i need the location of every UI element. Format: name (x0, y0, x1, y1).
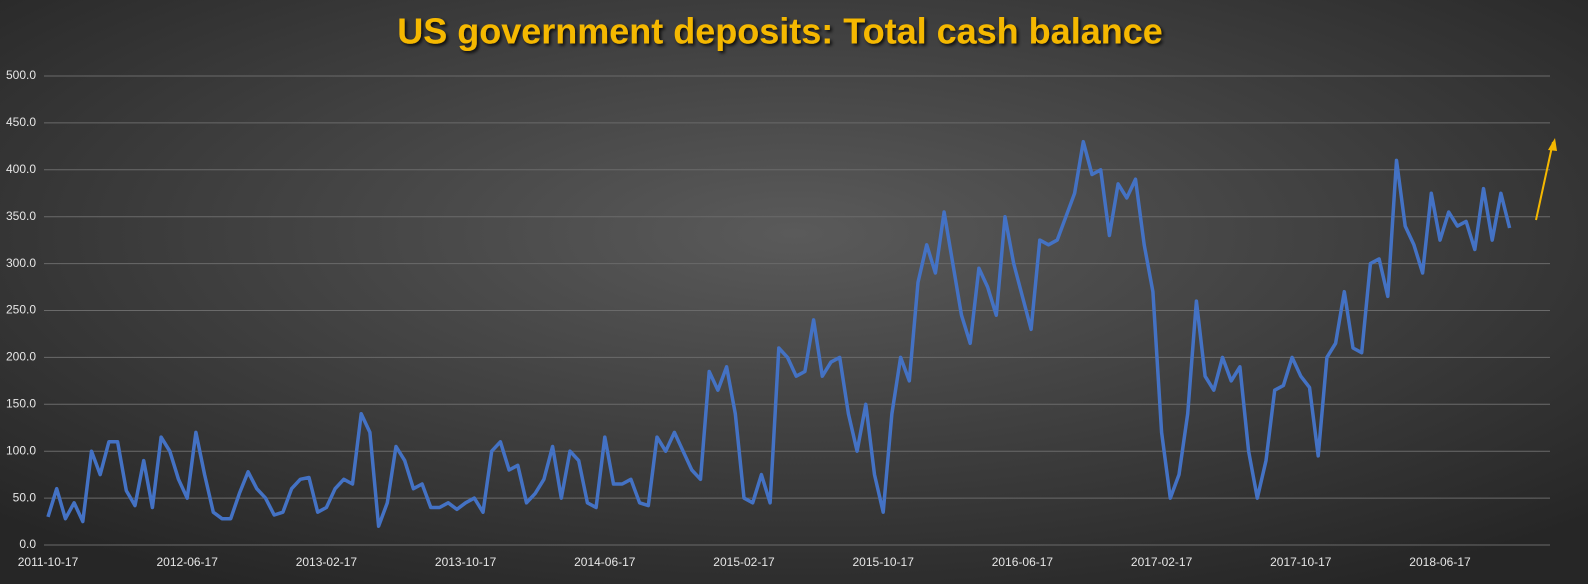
x-tick-label: 2017-02-17 (1131, 555, 1193, 569)
y-tick-label: 450.0 (6, 115, 36, 129)
x-tick-label: 2015-02-17 (713, 555, 775, 569)
x-tick-label: 2018-06-17 (1409, 555, 1471, 569)
x-tick-label: 2016-06-17 (992, 555, 1054, 569)
x-tick-label: 2017-10-17 (1270, 555, 1332, 569)
y-tick-label: 200.0 (6, 350, 36, 364)
y-tick-label: 500.0 (6, 68, 36, 82)
y-tick-label: 400.0 (6, 162, 36, 176)
x-tick-label: 2013-02-17 (296, 555, 358, 569)
x-tick-label: 2014-06-17 (574, 555, 636, 569)
x-tick-label: 2013-10-17 (435, 555, 497, 569)
y-tick-label: 50.0 (13, 490, 37, 504)
x-tick-label: 2015-10-17 (853, 555, 915, 569)
y-tick-label: 300.0 (6, 256, 36, 270)
chart-title: US government deposits: Total cash balan… (397, 11, 1163, 52)
y-tick-label: 150.0 (6, 396, 36, 410)
y-tick-label: 250.0 (6, 303, 36, 317)
x-tick-label: 2011-10-17 (18, 555, 79, 569)
data-line (46, 139, 1512, 528)
trend-arrow-head (1548, 138, 1557, 151)
x-tick-label: 2012-06-17 (157, 555, 219, 569)
y-tick-label: 0.0 (19, 537, 36, 551)
y-tick-label: 100.0 (6, 443, 36, 457)
y-tick-label: 350.0 (6, 209, 36, 223)
trend-arrow (1535, 141, 1554, 221)
